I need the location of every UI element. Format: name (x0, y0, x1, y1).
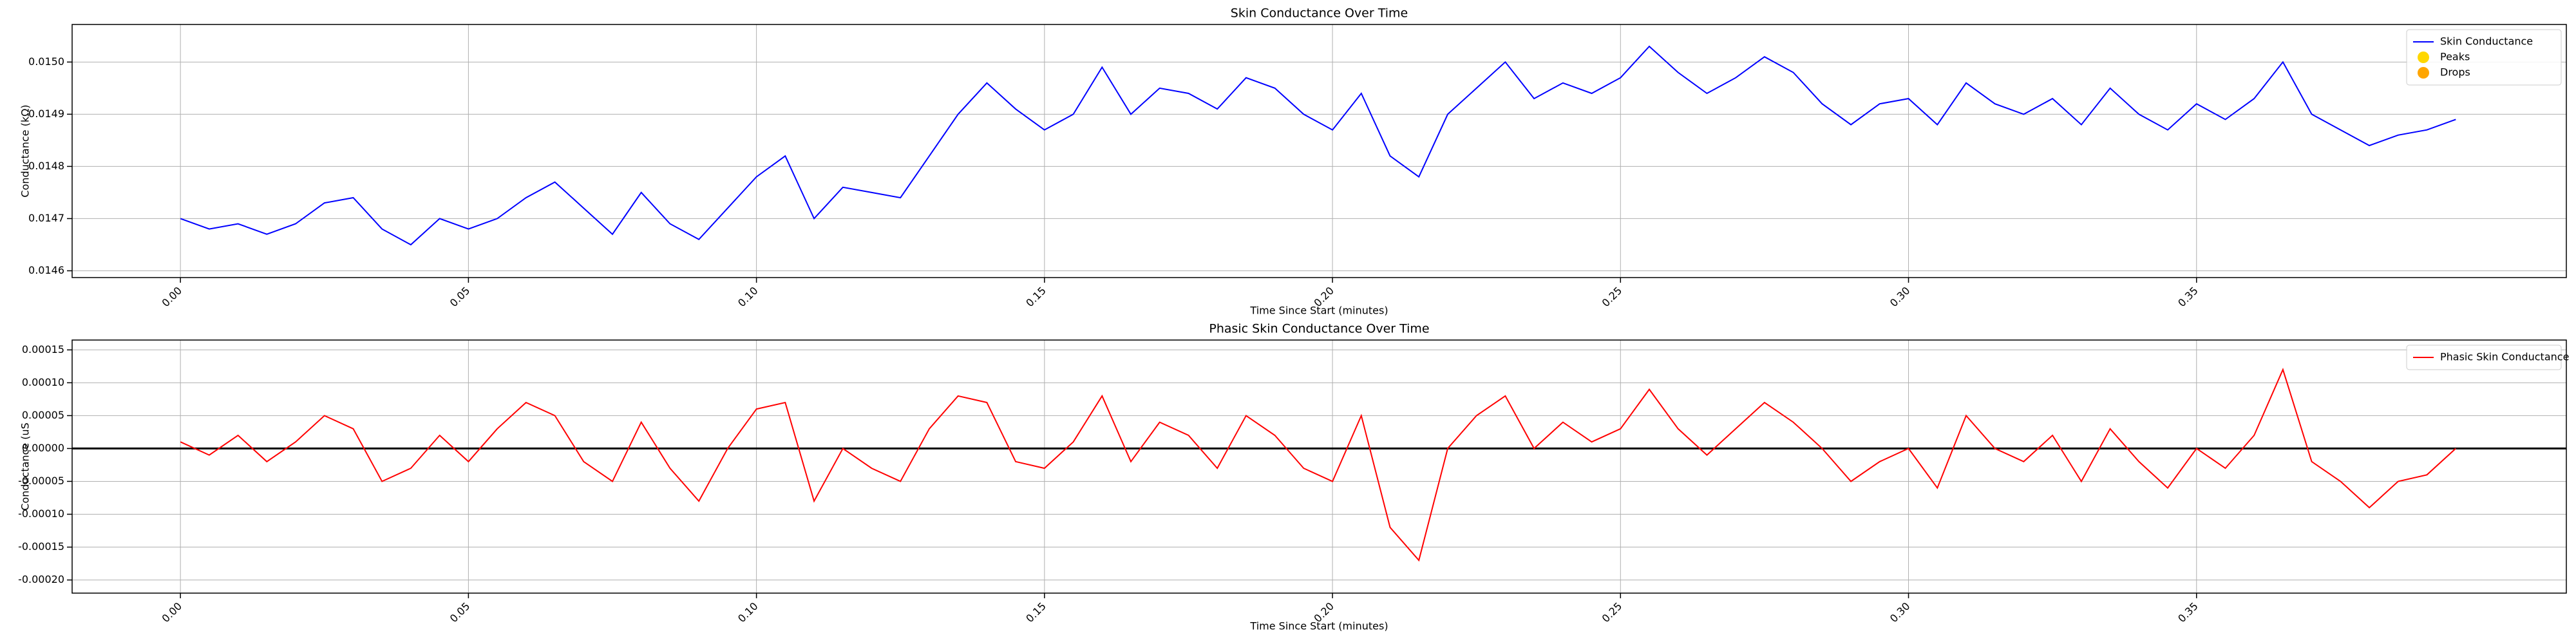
x-tick-label: 0.35 (2175, 600, 2201, 625)
y-tick-label: -0.00020 (18, 573, 64, 585)
y-tick-label: -0.00010 (18, 507, 64, 520)
x-tick-label: 0.00 (160, 285, 185, 310)
legend-marker (2418, 52, 2429, 63)
x-axis-label: Time Since Start (minutes) (1249, 305, 1388, 317)
data-line (180, 368, 2456, 562)
x-tick-label: 0.15 (1023, 285, 1048, 310)
x-tick-label: 0.30 (1888, 600, 1913, 625)
y-tick-label: 0.0148 (28, 160, 64, 172)
x-axis-label: Time Since Start (minutes) (1249, 620, 1388, 632)
x-tick-label: 0.25 (1600, 600, 1625, 625)
legend-label: Skin Conductance (2440, 35, 2533, 48)
y-tick-label: 0.00010 (22, 376, 64, 388)
y-axis-label: Conductance (kΩ) (19, 104, 32, 197)
legend-label: Phasic Skin Conductance (2440, 351, 2569, 363)
legend-box (2406, 29, 2562, 86)
plot-frame (71, 24, 2567, 278)
x-tick-label: 0.10 (735, 285, 761, 310)
x-tick-label: 0.25 (1600, 285, 1625, 310)
legend-label: Peaks (2440, 51, 2470, 63)
x-tick-label: 0.00 (160, 600, 185, 625)
x-tick-label: 0.30 (1888, 285, 1913, 310)
x-tick-label: 0.05 (448, 600, 473, 625)
y-tick-label: 0.00000 (22, 442, 64, 454)
y-tick-label: 0.00005 (22, 409, 64, 421)
y-tick-label: 0.0146 (28, 264, 64, 276)
x-tick-label: 0.15 (1023, 600, 1048, 625)
x-tick-label: 0.35 (2175, 285, 2201, 310)
y-tick-label: 0.0147 (28, 212, 64, 224)
x-tick-label: 0.10 (735, 600, 761, 625)
chart-title: Skin Conductance Over Time (1231, 6, 1408, 21)
y-tick-label: -0.00015 (18, 540, 64, 553)
chart-title: Phasic Skin Conductance Over Time (1209, 322, 1429, 336)
plot-frame (71, 339, 2567, 594)
legend-box (2406, 345, 2562, 370)
legend-marker (2418, 67, 2429, 79)
y-tick-label: 0.0150 (28, 55, 64, 68)
legend-label: Drops (2440, 66, 2470, 79)
x-tick-label: 0.05 (448, 285, 473, 310)
y-tick-label: -0.00005 (18, 475, 64, 487)
y-axis-label: Conductance (uS (19, 422, 32, 511)
y-tick-label: 0.00015 (22, 343, 64, 355)
data-line (180, 45, 2456, 246)
y-tick-label: 0.0149 (28, 108, 64, 120)
